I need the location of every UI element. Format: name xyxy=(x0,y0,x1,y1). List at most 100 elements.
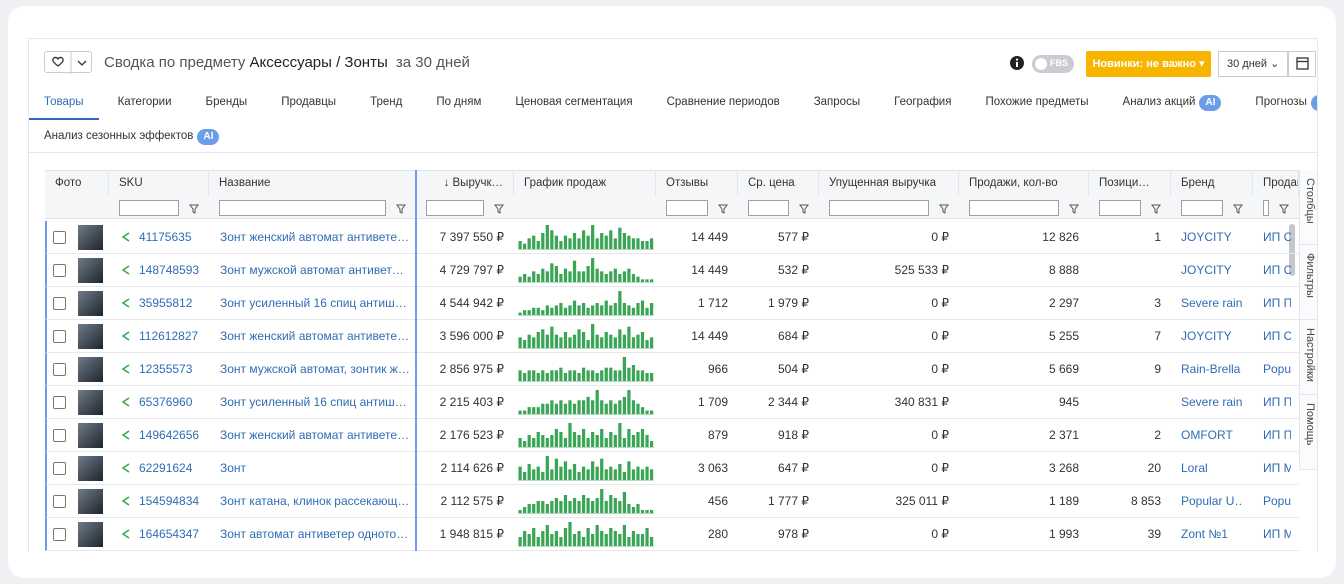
info-icon[interactable] xyxy=(1009,55,1025,71)
brand[interactable]: JOYCITY xyxy=(1181,263,1232,277)
filter-icon[interactable] xyxy=(799,204,809,214)
tab[interactable]: Категории xyxy=(118,94,172,111)
days-select[interactable]: 30 дней ⌄ xyxy=(1218,51,1288,77)
filter-icon[interactable] xyxy=(1151,204,1161,214)
calendar-button[interactable] xyxy=(1288,51,1316,77)
seller[interactable]: ИП П xyxy=(1263,395,1291,409)
seller[interactable]: Popu xyxy=(1263,362,1291,376)
share-icon[interactable] xyxy=(121,429,131,441)
row-checkbox[interactable] xyxy=(53,528,66,541)
side-tab[interactable]: Фильтры xyxy=(1300,245,1317,320)
tab[interactable]: Анализ сезонных эффектов AI xyxy=(44,128,220,145)
seller[interactable]: ИП М xyxy=(1263,527,1291,541)
row-checkbox[interactable] xyxy=(53,264,66,277)
product-name[interactable]: Зонт автомат антиветер однотонны… xyxy=(220,527,410,541)
tab[interactable]: Бренды xyxy=(206,94,248,111)
seller[interactable]: ИП П xyxy=(1263,296,1291,310)
product-name[interactable]: Зонт мужской автомат, зонтик женс… xyxy=(220,362,410,376)
share-icon[interactable] xyxy=(121,363,131,375)
row-checkbox[interactable] xyxy=(53,330,66,343)
column-header[interactable]: График продаж xyxy=(514,170,656,196)
column-header[interactable]: Фото xyxy=(45,170,109,196)
row-checkbox[interactable] xyxy=(53,363,66,376)
filter-input[interactable] xyxy=(119,200,179,216)
filter-icon[interactable] xyxy=(494,204,504,214)
sku-link[interactable]: 149642656 xyxy=(139,428,200,442)
column-header[interactable]: Продажи, кол-во xyxy=(959,170,1089,196)
column-header[interactable]: Отзывы xyxy=(656,170,738,196)
sku-link[interactable]: 12355573 xyxy=(139,362,193,376)
column-header[interactable]: Ср. цена xyxy=(738,170,819,196)
filter-icon[interactable] xyxy=(1279,204,1289,214)
tab[interactable]: Тренд xyxy=(370,94,402,111)
seller[interactable]: ИП С xyxy=(1263,329,1291,343)
product-name[interactable]: Зонт катана, клинок рассекающий д… xyxy=(220,494,410,508)
tab[interactable]: Анализ акций AI xyxy=(1123,94,1222,111)
filter-input[interactable] xyxy=(1263,200,1269,216)
share-icon[interactable] xyxy=(121,264,131,276)
row-checkbox[interactable] xyxy=(53,495,66,508)
column-header[interactable]: Продав xyxy=(1253,170,1299,196)
tab[interactable]: Похожие предметы xyxy=(985,94,1088,111)
column-header[interactable]: ↓ Выручк… xyxy=(416,170,514,196)
tab[interactable]: Товары xyxy=(44,94,84,111)
product-name[interactable]: Зонт мужской автомат антиветер ко… xyxy=(220,263,410,277)
share-icon[interactable] xyxy=(121,495,131,507)
fbs-toggle[interactable]: FBS xyxy=(1032,55,1074,73)
filter-input[interactable] xyxy=(1099,200,1141,216)
brand[interactable]: Popular U… xyxy=(1181,494,1243,508)
seller[interactable]: ИП П xyxy=(1263,428,1291,442)
row-checkbox[interactable] xyxy=(53,462,66,475)
tab[interactable]: ПрогнозыAI xyxy=(1255,94,1317,111)
seller[interactable]: ИП С xyxy=(1263,230,1291,244)
sku-link[interactable]: 41175635 xyxy=(139,230,192,244)
filter-input[interactable] xyxy=(666,200,708,216)
share-icon[interactable] xyxy=(121,462,131,474)
seller[interactable]: ИП С xyxy=(1263,263,1291,277)
tab[interactable]: По дням xyxy=(436,94,481,111)
product-name[interactable]: Зонт усиленный 16 спиц антишторм… xyxy=(220,395,410,409)
filter-icon[interactable] xyxy=(718,204,728,214)
sku-link[interactable]: 148748593 xyxy=(139,263,200,277)
side-tab[interactable]: Столбцы xyxy=(1300,170,1317,245)
filter-input[interactable] xyxy=(969,200,1059,216)
row-checkbox[interactable] xyxy=(53,231,66,244)
sku-link[interactable]: 164654347 xyxy=(139,527,200,541)
filter-input[interactable] xyxy=(1181,200,1223,216)
filter-input[interactable] xyxy=(219,200,386,216)
filter-icon[interactable] xyxy=(939,204,949,214)
filter-icon[interactable] xyxy=(1069,204,1079,214)
seller[interactable]: Popu xyxy=(1263,494,1291,508)
sku-link[interactable]: 154594834 xyxy=(139,494,200,508)
row-checkbox[interactable] xyxy=(53,297,66,310)
side-tab[interactable]: Настройки xyxy=(1300,320,1317,395)
row-checkbox[interactable] xyxy=(53,429,66,442)
sku-link[interactable]: 35955812 xyxy=(139,296,193,310)
filter-icon[interactable] xyxy=(1233,204,1243,214)
brand[interactable]: Rain-Brella xyxy=(1181,362,1241,376)
brand[interactable]: Severe rain xyxy=(1181,296,1243,310)
row-checkbox[interactable] xyxy=(53,396,66,409)
tab[interactable]: Продавцы xyxy=(281,94,336,111)
favorite-button[interactable] xyxy=(44,51,92,74)
brand[interactable]: OMFORT xyxy=(1181,428,1233,442)
filter-input[interactable] xyxy=(748,200,789,216)
column-header[interactable]: Название xyxy=(209,170,416,196)
sku-link[interactable]: 112612827 xyxy=(139,329,199,343)
brand[interactable]: Severe rain xyxy=(1181,395,1243,409)
tab[interactable]: Ценовая сегментация xyxy=(515,94,632,111)
product-name[interactable]: Зонт xyxy=(220,461,247,475)
brand[interactable]: Loral xyxy=(1181,461,1208,475)
side-tab[interactable]: Помощь xyxy=(1300,395,1317,470)
tab[interactable]: Запросы xyxy=(814,94,860,111)
share-icon[interactable] xyxy=(121,528,131,540)
sku-link[interactable]: 62291624 xyxy=(139,461,193,475)
tab[interactable]: Сравнение периодов xyxy=(667,94,780,111)
share-icon[interactable] xyxy=(121,396,131,408)
column-header[interactable]: Упущенная выручка xyxy=(819,170,959,196)
scrollbar-thumb[interactable] xyxy=(1289,224,1295,276)
brand[interactable]: Zont №1 xyxy=(1181,527,1228,541)
share-icon[interactable] xyxy=(121,231,131,243)
seller[interactable]: ИП М xyxy=(1263,461,1291,475)
product-name[interactable]: Зонт усиленный 16 спиц антишторм… xyxy=(220,296,410,310)
